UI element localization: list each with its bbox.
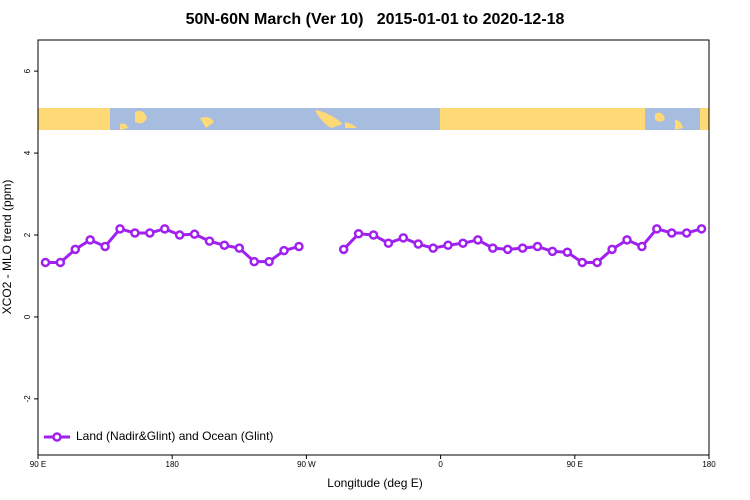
y-tick-label: 6 (23, 68, 32, 73)
point (70, 244, 81, 255)
point (443, 240, 453, 250)
x-tick-label: 180 (166, 460, 180, 469)
point (413, 239, 423, 249)
point (696, 224, 707, 234)
point (577, 257, 588, 268)
x-tick-label: 90 E (30, 460, 46, 469)
chart-title: 50N-60N March (Ver 10) 2015-01-01 to 202… (186, 11, 565, 28)
point (338, 244, 349, 255)
point (502, 244, 513, 255)
point (145, 228, 155, 238)
y-tick-label: 4 (23, 150, 32, 155)
point (517, 243, 528, 253)
x-tick-label: 0 (438, 460, 443, 469)
point (637, 241, 647, 252)
point (264, 256, 274, 267)
x-tick-label: 180 (702, 460, 716, 469)
point (547, 246, 558, 257)
point (562, 247, 573, 257)
point (592, 257, 602, 268)
point (249, 256, 259, 267)
point (383, 238, 394, 248)
x-tick-label: 90 W (297, 460, 316, 469)
y-tick-label: -2 (23, 395, 32, 403)
point (204, 236, 215, 246)
y-tick-label: 2 (23, 232, 32, 237)
point (607, 244, 617, 255)
point (55, 257, 66, 268)
x-axis-label: Longitude (deg E) (327, 476, 422, 490)
point (428, 243, 438, 253)
point (40, 257, 51, 268)
point (159, 224, 170, 234)
point (458, 238, 468, 248)
y-tick-label: 0 (23, 314, 32, 319)
point (189, 229, 200, 239)
point (279, 245, 289, 256)
y-axis-label: XCO2 - MLO trend (ppm) (0, 180, 14, 315)
map-strip (38, 108, 709, 130)
point (666, 228, 677, 238)
legend-label: Land (Nadir&Glint) and Ocean (Glint) (76, 429, 273, 443)
point (488, 243, 498, 253)
point (681, 228, 692, 238)
point (130, 228, 140, 238)
x-tick-label: 90 E (567, 460, 583, 469)
point (85, 235, 95, 245)
point (473, 235, 483, 245)
point (115, 224, 125, 234)
point (219, 240, 230, 250)
point (174, 230, 185, 240)
point (398, 233, 409, 243)
point (652, 224, 662, 234)
point (532, 241, 543, 252)
point (368, 230, 379, 240)
point (294, 241, 304, 252)
plot-frame (37, 39, 710, 456)
point (622, 235, 632, 245)
legend-marker (52, 432, 62, 442)
point (234, 243, 245, 253)
point (353, 229, 364, 239)
point (100, 241, 110, 252)
